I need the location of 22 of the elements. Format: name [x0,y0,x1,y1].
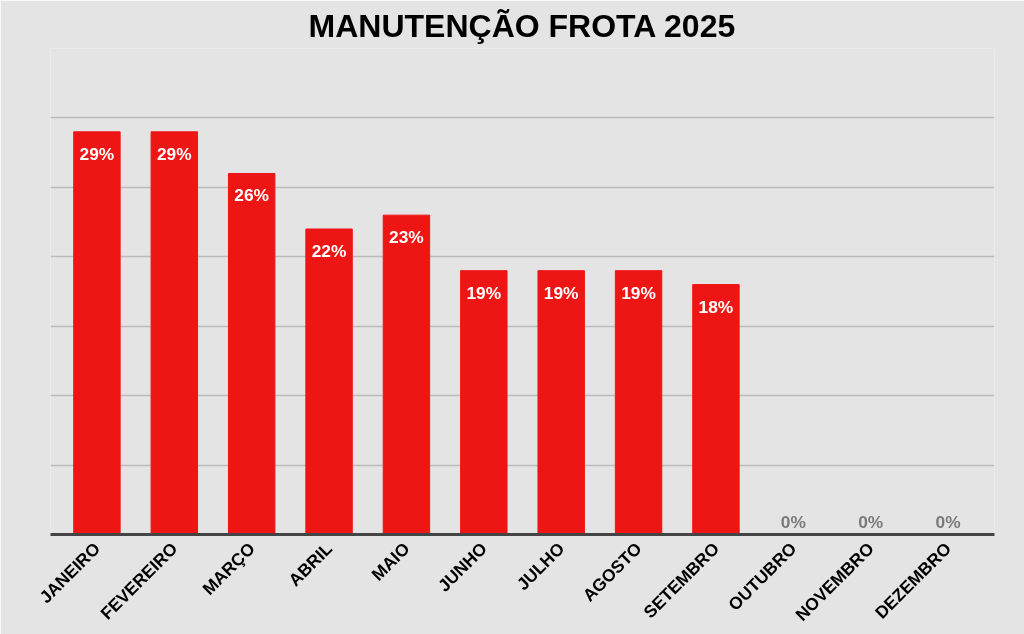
data-label: 19% [621,282,656,303]
bar [227,172,276,535]
data-label: 19% [543,282,579,303]
bar [305,228,353,535]
data-label: 29% [156,143,192,164]
bar [537,270,585,535]
data-label: 0% [935,512,961,533]
chart-title: MANUTENÇÃO FROTA 2025 [308,7,736,44]
bar [692,284,740,535]
bar [614,270,663,535]
data-label: 19% [466,282,502,303]
bar [382,214,431,535]
data-label: 26% [234,185,270,206]
data-label: 0% [780,512,806,533]
bar [73,131,121,535]
data-label: 22% [311,241,347,262]
bar [460,270,508,535]
data-label: 0% [858,512,884,533]
data-label: 23% [389,227,424,248]
data-label: 18% [698,296,734,317]
data-label: 29% [79,143,115,164]
bar [150,131,199,535]
